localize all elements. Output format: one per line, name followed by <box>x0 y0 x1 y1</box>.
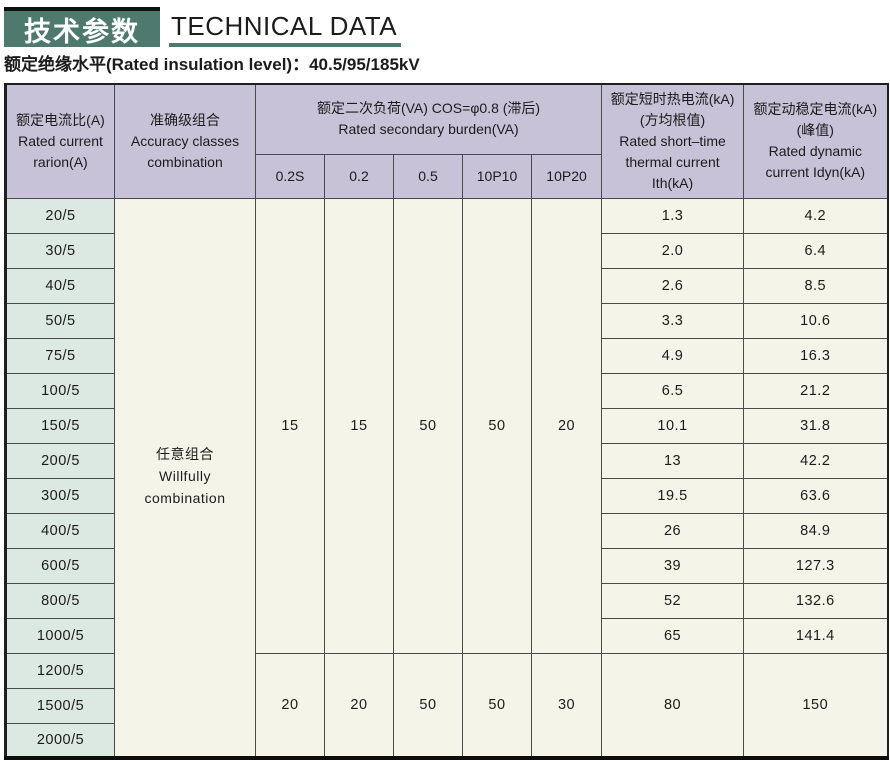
ratio-cell: 200/5 <box>5 442 115 479</box>
ratio-cell: 400/5 <box>5 512 115 549</box>
thermal-current-cell: 26 <box>601 512 745 549</box>
table-row: 50/5 3.3 10.6 <box>5 302 889 339</box>
header-class-0-2: 0.2 <box>324 153 394 199</box>
dynamic-current-cell: 31.8 <box>743 407 889 444</box>
ratio-cell: 2000/5 <box>5 722 115 759</box>
thermal-current-cell: 39 <box>601 547 745 584</box>
burden-value-cell-10p10: 50 <box>462 197 532 654</box>
header-accuracy-classes: 准确级组合 Accuracy classes combination <box>114 83 256 199</box>
dynamic-current-cell: 150 <box>743 652 889 759</box>
header-thermal-current: 额定短时热电流(kA) (方均根值) Rated short–time ther… <box>601 83 745 199</box>
header-dynamic-current: 额定动稳定电流(kA) (峰值) Rated dynamic current I… <box>743 83 889 199</box>
header-rated-current-ratio: 额定电流比(A) Rated current rarion(A) <box>5 83 115 199</box>
ratio-cell: 800/5 <box>5 582 115 619</box>
dynamic-current-cell: 127.3 <box>743 547 889 584</box>
table-row: 30/5 2.0 6.4 <box>5 232 889 269</box>
thermal-current-cell: 80 <box>601 652 745 759</box>
dynamic-current-cell: 42.2 <box>743 442 889 479</box>
ratio-cell: 1200/5 <box>5 652 115 689</box>
dynamic-current-cell: 84.9 <box>743 512 889 549</box>
technical-data-table: 额定电流比(A) Rated current rarion(A) 准确级组合 A… <box>4 83 889 760</box>
rated-insulation-level-line: 额定绝缘水平(Rated insulation level)：40.5/95/1… <box>4 55 420 74</box>
section-title-cn: 技术参数 <box>4 7 160 47</box>
dynamic-current-cell: 16.3 <box>743 337 889 374</box>
burden-value-cell-0.2s: 15 <box>255 197 325 654</box>
accuracy-combination-cell: 任意组合 Willfully combination <box>114 197 256 759</box>
ratio-cell: 20/5 <box>5 197 115 234</box>
table-row: 100/5 6.5 21.2 <box>5 372 889 409</box>
ratio-cell: 100/5 <box>5 372 115 409</box>
table-row: 200/5 13 42.2 <box>5 442 889 479</box>
burden-value-cell-0.5: 50 <box>393 652 463 759</box>
table-row: 400/5 26 84.9 <box>5 512 889 549</box>
table-row: 1200/5 20 20 50 50 30 80 150 <box>5 652 889 759</box>
thermal-current-cell: 19.5 <box>601 477 745 514</box>
burden-value-cell-0.2: 20 <box>324 652 394 759</box>
ratio-cell: 300/5 <box>5 477 115 514</box>
burden-value-cell-0.2s: 20 <box>255 652 325 759</box>
burden-value-cell-10p20: 30 <box>530 652 603 759</box>
thermal-current-cell: 52 <box>601 582 745 619</box>
ratio-cell: 600/5 <box>5 547 115 584</box>
thermal-current-cell: 2.6 <box>601 267 745 304</box>
table-row: 40/5 2.6 8.5 <box>5 267 889 304</box>
thermal-current-cell: 2.0 <box>601 232 745 269</box>
thermal-current-cell: 6.5 <box>601 372 745 409</box>
table-row: 300/5 19.5 63.6 <box>5 477 889 514</box>
dynamic-current-cell: 6.4 <box>743 232 889 269</box>
thermal-current-cell: 1.3 <box>601 197 745 234</box>
dynamic-current-cell: 141.4 <box>743 617 889 654</box>
ratio-cell: 40/5 <box>5 267 115 304</box>
burden-value-cell-0.5: 50 <box>393 197 463 654</box>
burden-value-cell-0.2: 15 <box>324 197 394 654</box>
header-row-main: 额定电流比(A) Rated current rarion(A) 准确级组合 A… <box>5 83 889 199</box>
dynamic-current-cell: 132.6 <box>743 582 889 619</box>
dynamic-current-cell: 8.5 <box>743 267 889 304</box>
header-class-0-5: 0.5 <box>393 153 463 199</box>
thermal-current-cell: 13 <box>601 442 745 479</box>
table-row: 1000/5 65 141.4 <box>5 617 889 654</box>
section-header: 技术参数 TECHNICAL DATA <box>4 0 888 47</box>
ratio-cell: 1500/5 <box>5 687 115 724</box>
header-secondary-burden: 额定二次负荷(VA) COS=φ0.8 (滞后) Rated secondary… <box>254 83 603 155</box>
thermal-current-cell: 65 <box>601 617 745 654</box>
dynamic-current-cell: 21.2 <box>743 372 889 409</box>
burden-value-cell-10p20: 20 <box>530 197 603 654</box>
thermal-current-cell: 4.9 <box>601 337 745 374</box>
ratio-cell: 150/5 <box>5 407 115 444</box>
table-row: 600/5 39 127.3 <box>5 547 889 584</box>
table-row: 150/5 10.1 31.8 <box>5 407 889 444</box>
ratio-cell: 1000/5 <box>5 617 115 654</box>
ratio-cell: 50/5 <box>5 302 115 339</box>
table-row: 800/5 52 132.6 <box>5 582 889 619</box>
header-class-10p20: 10P20 <box>530 153 603 199</box>
header-class-10p10: 10P10 <box>462 153 532 199</box>
burden-value-cell-10p10: 50 <box>462 652 532 759</box>
header-class-0-2s: 0.2S <box>255 153 325 199</box>
ratio-cell: 75/5 <box>5 337 115 374</box>
dynamic-current-cell: 63.6 <box>743 477 889 514</box>
table-row: 20/5 任意组合 Willfully combination 15 15 50 50 20… <box>5 197 889 759</box>
thermal-current-cell: 10.1 <box>601 407 745 444</box>
section-title-en: TECHNICAL DATA <box>169 12 402 47</box>
thermal-current-cell: 3.3 <box>601 302 745 339</box>
ratio-cell: 30/5 <box>5 232 115 269</box>
header-row-burden-classes: 0.2S 0.2 0.5 10P10 10P20 <box>6 153 888 199</box>
table-row: 2000/5 <box>5 722 888 759</box>
dynamic-current-cell: 4.2 <box>743 197 889 234</box>
dynamic-current-cell: 10.6 <box>743 302 889 339</box>
